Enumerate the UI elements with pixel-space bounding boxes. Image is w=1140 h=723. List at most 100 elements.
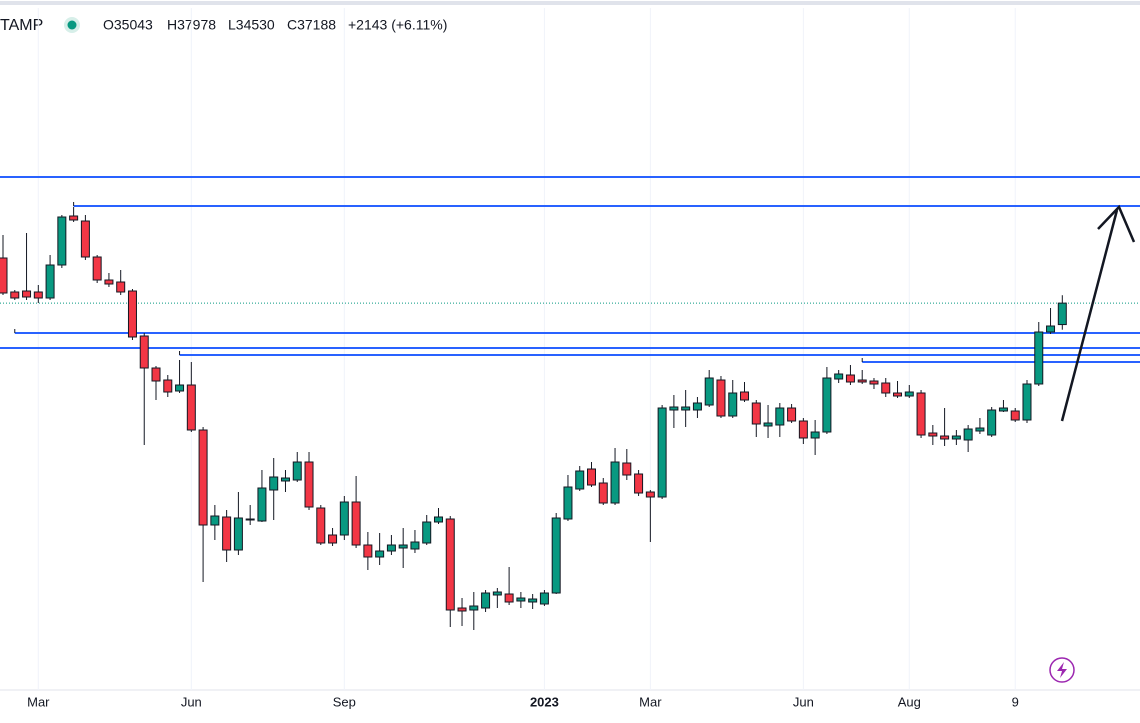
candle-body [433,516,443,523]
status-dot [67,20,77,30]
candle-body [810,431,820,439]
candle-body [45,264,55,299]
arrow [1060,204,1136,422]
candle-body [163,379,173,393]
candle-body [469,605,479,611]
candle-body [1034,331,1044,385]
candle-body [951,435,961,440]
candle-body [598,482,608,504]
candle-body [151,367,161,382]
candle-body [328,534,338,544]
candle-body [587,468,596,486]
candle-body [528,598,538,603]
x-tick-label: Sep [333,694,356,709]
candle-body [881,382,891,394]
candle-body [57,216,67,266]
x-tick-label: 2023 [530,694,559,709]
x-tick-label: Aug [898,694,921,709]
candle-body [704,377,714,406]
candle-body [857,379,867,383]
candle-body [787,407,797,422]
candle-body [798,420,808,439]
x-tick-label: Jun [181,694,202,709]
candle-body [775,407,785,426]
candle-body [634,473,644,494]
candle-body [80,220,90,258]
candle-body [0,257,8,294]
candle-body [869,380,879,385]
candle-body [457,607,467,612]
candle-body [998,407,1008,412]
candle-body [33,291,43,299]
candle-body [516,597,526,602]
candle-body [740,391,750,401]
candle-body [292,461,302,481]
candle-body [375,550,385,558]
candle-body [692,402,702,411]
replay-icon[interactable] [1049,657,1075,683]
candle-body [610,461,620,504]
ohlc-close: C37188 [287,17,336,33]
candle-body [10,291,20,299]
candle-body [198,429,208,526]
x-tick-label: 9 [1012,694,1019,709]
candle-body [563,486,573,520]
candle-body [1022,383,1032,421]
x-tick-label: Jun [793,694,814,709]
candle-body [928,432,938,437]
candle-body [940,435,950,440]
candle-body [657,407,667,498]
candle-body [233,517,243,551]
candle-body [551,517,561,594]
candle-body [304,461,314,508]
candle-body [186,384,196,431]
candle-body [845,374,855,383]
candle-body [410,541,420,550]
candle-body [681,406,691,411]
candle-body [1010,410,1020,421]
candle-body [398,544,408,549]
candle-body [834,373,844,380]
candle-body [22,290,32,298]
candle-body [1057,302,1067,326]
candle-body [904,391,914,397]
candle-body [504,593,514,603]
candle-body [1046,325,1056,333]
candle-body [386,544,396,552]
candle-body [963,428,973,441]
candle-body [175,384,185,392]
candle-body [975,427,985,432]
candle-body [316,507,326,544]
candle-body [763,422,773,427]
candle-body [422,521,432,544]
candle-body [916,392,926,436]
ohlc-open: O35043 [103,17,153,33]
symbol: TAMP [0,17,43,34]
candle-body [116,281,126,293]
candle-body [69,215,79,221]
ohlc-change: +2143 (+6.11%) [348,17,447,33]
candle-body [92,256,102,281]
candle-body [492,591,502,596]
candle-body [751,402,761,425]
candle-body [269,476,279,491]
candle-body [987,409,997,436]
candle-body [339,501,349,536]
candle-body [575,470,585,490]
ohlc-low: L34530 [228,17,275,33]
candle-body [363,544,373,558]
x-tick-label: Mar [27,694,50,709]
x-tick-label: Mar [639,694,662,709]
candle-body [280,477,290,482]
candle-body [104,279,114,285]
candle-body [622,462,632,476]
candle-body [210,515,220,526]
candle-body [669,406,679,411]
candle-body [127,290,137,338]
candle-body [728,392,738,417]
candle-body [481,592,491,609]
candle-body [893,392,903,397]
candle-body [539,592,549,605]
candle-body [445,518,455,611]
